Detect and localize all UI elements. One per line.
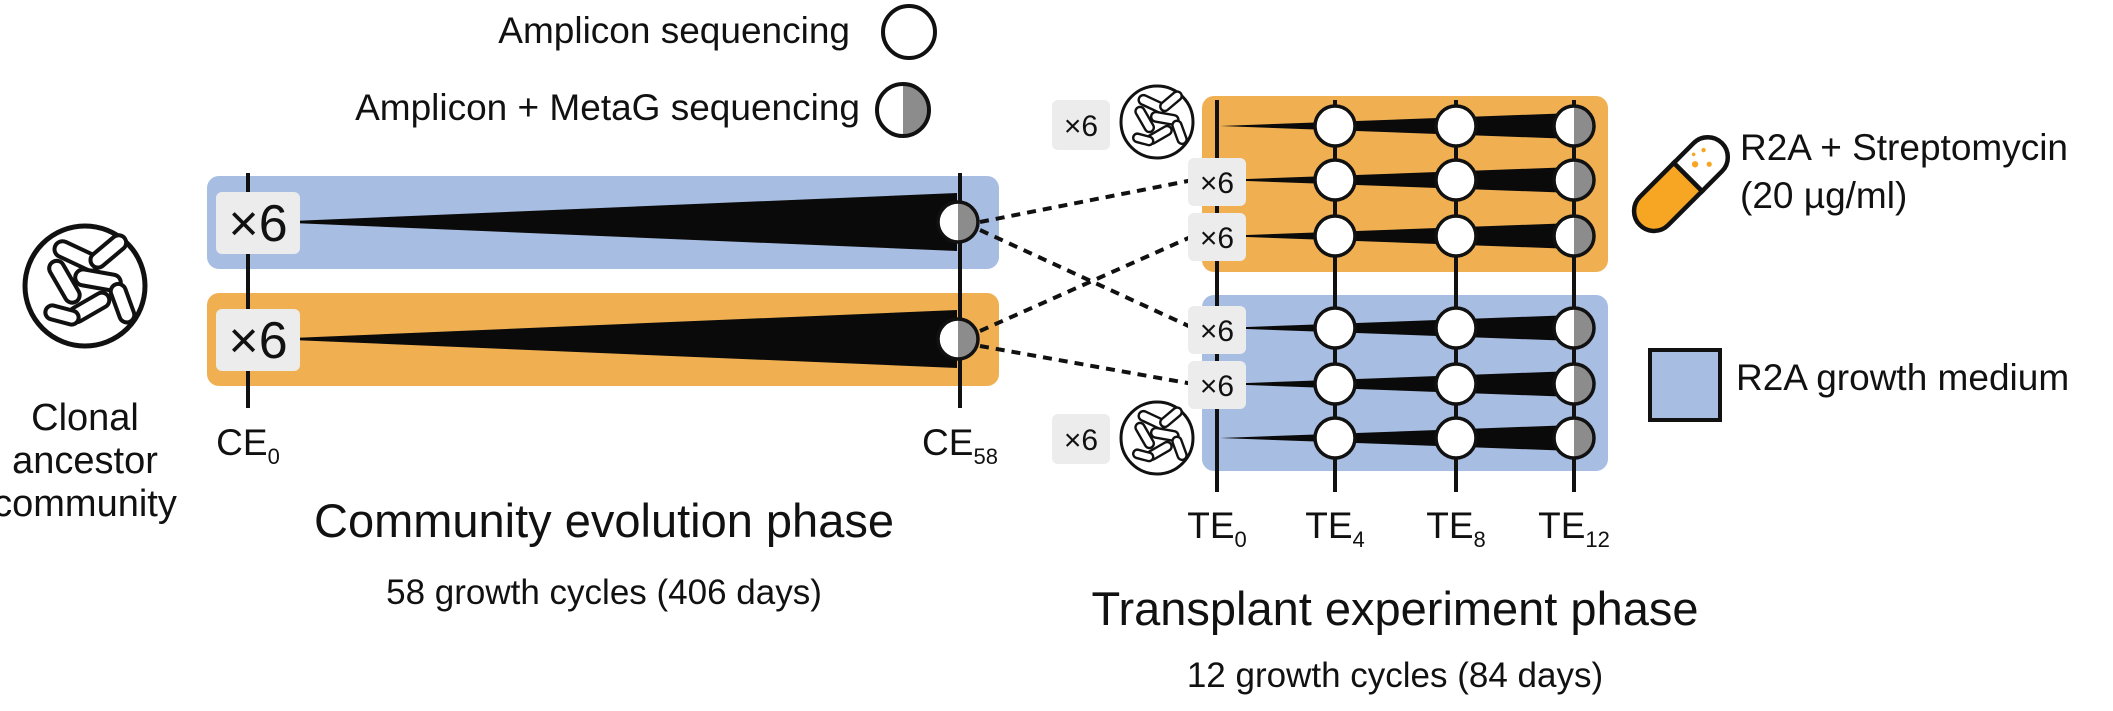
open-circle-icon	[1313, 214, 1357, 258]
connector-line	[979, 228, 1194, 330]
half-grey-circle-icon	[1552, 214, 1596, 258]
open-circle-icon	[1313, 362, 1357, 406]
replicate-label: ×6	[1200, 315, 1234, 348]
replicate-label: ×6	[1064, 424, 1098, 457]
open-circle-icon	[1313, 306, 1357, 350]
transplant-connectors	[979, 178, 1194, 386]
half-grey-circle-icon	[1552, 306, 1596, 350]
transplant-phase: ×6 ×6 ×6 ×6 ×6 ×6	[1052, 84, 1699, 695]
blue-square-icon	[1648, 348, 1722, 422]
evolution-wedge-strep	[268, 310, 957, 368]
replicate-box	[216, 192, 300, 254]
transplant-wedge	[1220, 223, 1574, 249]
evolution-phase-subtitle: 58 growth cycles (406 days)	[386, 573, 822, 612]
te-label: TE4	[1305, 505, 1365, 552]
open-circle-icon	[1434, 214, 1478, 258]
legend-amplicon-label: Amplicon sequencing	[498, 10, 850, 51]
ce0-label: CE0	[216, 422, 280, 469]
strep-label-line2: (20 µg/ml)	[1740, 175, 1907, 216]
open-circle-icon	[1434, 104, 1478, 148]
half-grey-circle-icon	[936, 200, 980, 244]
te-label: TE0	[1187, 505, 1247, 552]
ce58-label: CE58	[922, 422, 998, 469]
replicate-box	[1188, 361, 1246, 409]
bacteria-community-icon	[1119, 84, 1195, 160]
replicate-box	[216, 309, 300, 371]
media-legend: R2A + Streptomycin (20 µg/ml) R2A growth…	[1631, 127, 2069, 422]
replicate-label: ×6	[228, 312, 287, 370]
evolution-wedge-r2a	[268, 193, 957, 251]
replicate-box	[1188, 306, 1246, 354]
evolution-phase: ×6 ×6 CE0 CE58 Community evolution phase…	[207, 173, 999, 612]
transplant-phase-title: Transplant experiment phase	[1092, 582, 1699, 635]
replicate-box	[1188, 213, 1246, 261]
half-grey-circle-icon	[875, 82, 931, 138]
replicate-label: ×6	[228, 195, 287, 253]
half-grey-circle-icon	[1552, 104, 1596, 148]
ancestor-group: Clonal ancestor community	[0, 226, 177, 525]
replicate-label: ×6	[1200, 167, 1234, 200]
open-circle-icon	[1434, 416, 1478, 460]
bacteria-community-icon	[25, 226, 145, 346]
strep-label-line1: R2A + Streptomycin	[1740, 127, 2068, 168]
half-grey-circle-icon	[1552, 416, 1596, 460]
replicate-label: ×6	[1064, 110, 1098, 143]
connector-line	[979, 344, 1194, 386]
legend-amplicon-metag-label: Amplicon + MetaG sequencing	[355, 87, 860, 128]
replicate-label: ×6	[1200, 222, 1234, 255]
transplant-wedge-ancestor	[1220, 425, 1574, 451]
open-circle-icon	[1313, 104, 1357, 148]
te-label: TE8	[1426, 505, 1486, 552]
transplant-wedge	[1220, 315, 1574, 341]
open-circle-icon	[1434, 362, 1478, 406]
r2a-label: R2A growth medium	[1736, 357, 2069, 398]
evolution-phase-title: Community evolution phase	[314, 494, 894, 547]
transplant-phase-subtitle: 12 growth cycles (84 days)	[1187, 656, 1603, 695]
transplant-wedge	[1220, 167, 1574, 193]
connector-line	[979, 178, 1194, 224]
replicate-box	[1052, 414, 1110, 464]
replicate-box	[1052, 100, 1110, 150]
open-circle-icon	[1313, 158, 1357, 202]
open-circle-icon	[1434, 306, 1478, 350]
transplant-wedge-ancestor	[1220, 113, 1574, 139]
ancestor-label-line2: ancestor	[12, 440, 158, 482]
legend: Amplicon sequencing Amplicon + MetaG seq…	[355, 4, 937, 138]
ancestor-label-line1: Clonal	[31, 397, 139, 439]
transplant-wedge	[1220, 371, 1574, 397]
pill-capsule-icon	[1631, 134, 1731, 234]
half-grey-circle-icon	[936, 317, 980, 361]
half-grey-circle-icon	[1552, 362, 1596, 406]
half-grey-circle-icon	[1552, 158, 1596, 202]
bacteria-community-icon	[1119, 400, 1195, 476]
te-label: TE12	[1538, 505, 1610, 552]
ancestor-label-line3: community	[0, 483, 177, 525]
open-circle-icon	[881, 4, 937, 60]
replicate-box	[1188, 158, 1246, 206]
open-circle-icon	[1313, 416, 1357, 460]
open-circle-icon	[1434, 158, 1478, 202]
replicate-label: ×6	[1200, 370, 1234, 403]
connector-line	[979, 234, 1194, 333]
